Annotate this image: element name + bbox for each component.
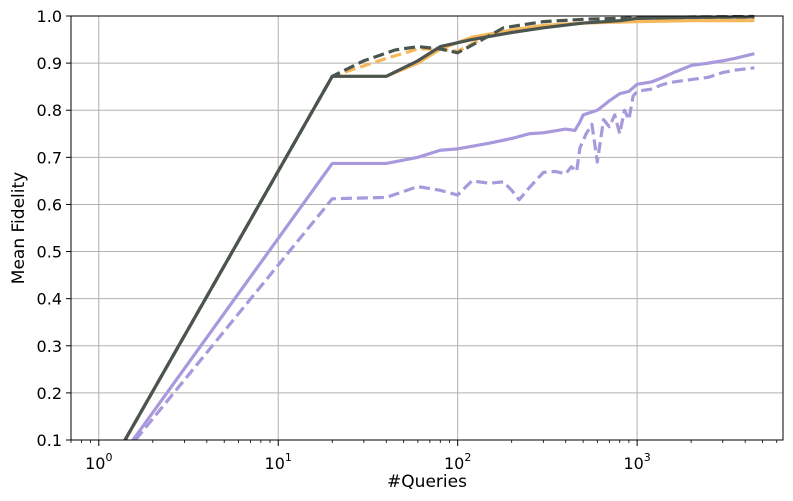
y-tick-label: 0.5 [37,243,62,262]
y-tick-label: 0.7 [37,148,62,167]
x-tick-base: 10 [85,454,105,473]
y-tick-label: 0.9 [37,54,62,73]
x-tick-exponent: 2 [464,451,471,464]
y-tick-label: 0.4 [37,290,62,309]
grid [71,15,783,441]
x-tick-base: 10 [444,454,464,473]
x-tick-label: 101 [265,451,292,473]
series-line-dashed [123,16,755,440]
y-tick-label: 0.6 [37,195,62,214]
plot-frame [70,15,784,441]
series-line-dashed [123,14,755,440]
x-tick-label: 100 [85,451,112,473]
y-tick-label: 0.3 [37,337,62,356]
x-tick-label: 102 [444,451,471,473]
x-tick-label: 103 [623,451,650,473]
y-tick-label: 0.2 [37,384,62,403]
y-tick-label: 1.0 [37,7,62,26]
x-axis-label: #Queries [387,472,467,492]
x-tick-base: 10 [623,454,643,473]
x-tick-base: 10 [265,454,285,473]
x-tick-exponent: 1 [285,451,292,464]
series-group [123,14,755,440]
x-tick-exponent: 3 [644,451,651,464]
series-line-solid [131,52,755,440]
series-line-dashed [134,66,755,440]
y-axis-label: Mean Fidelity [9,172,29,284]
series-line-solid [123,15,755,440]
y-tick-label: 0.1 [37,431,62,450]
x-tick-exponent: 0 [105,451,112,464]
y-tick-label: 0.8 [37,101,62,120]
series-line-solid [123,19,755,440]
